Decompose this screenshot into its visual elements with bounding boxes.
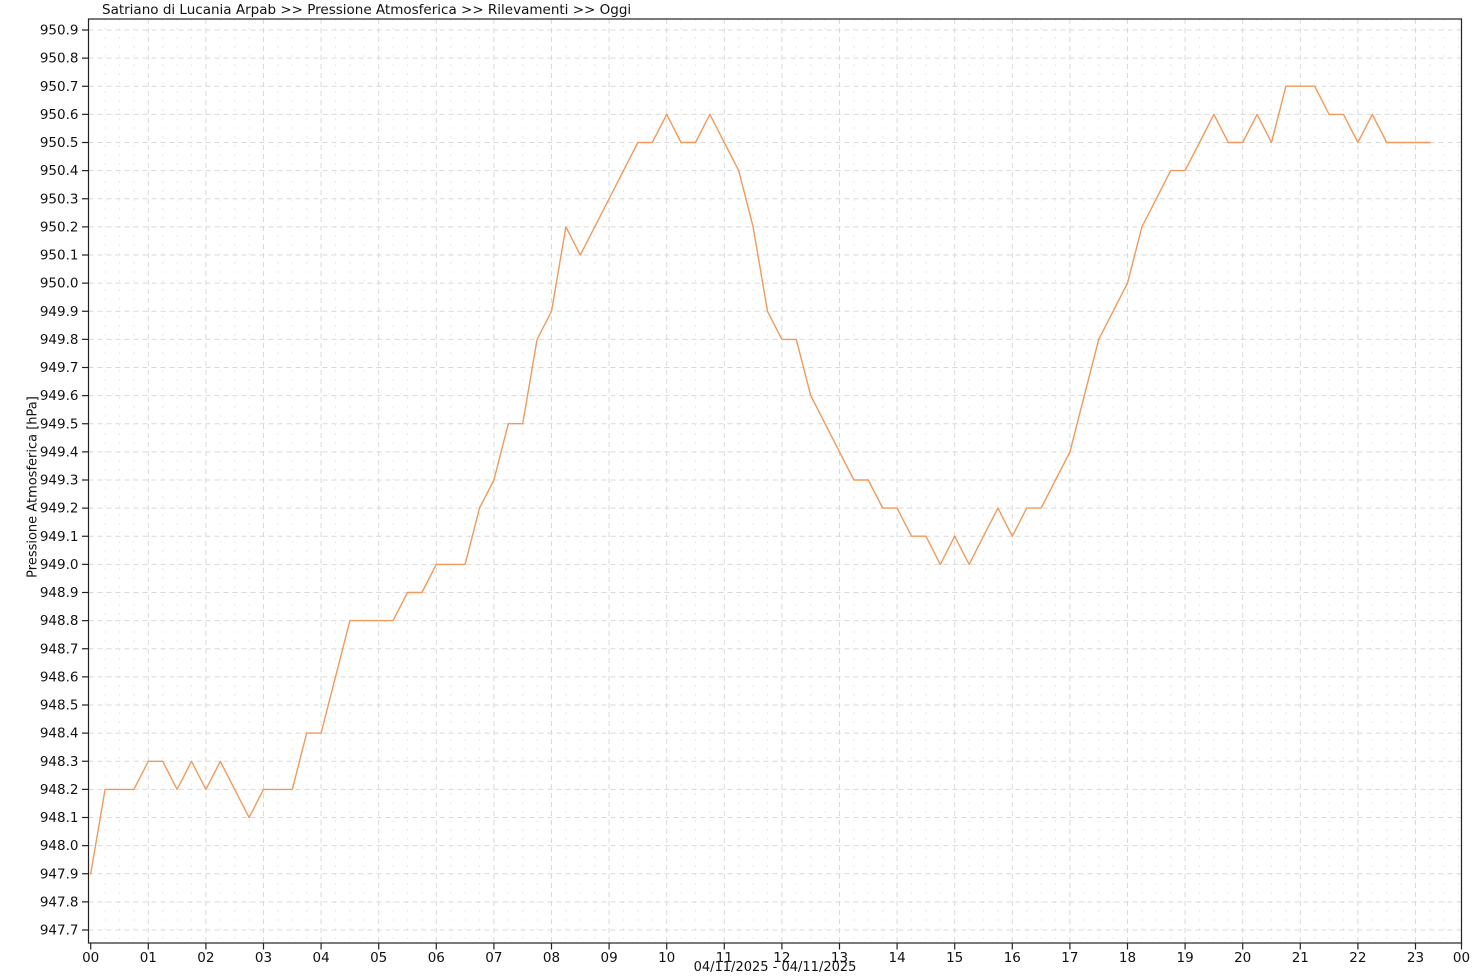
y-tick-label: 949.8 bbox=[40, 332, 79, 348]
y-tick-label: 950.3 bbox=[40, 191, 79, 207]
x-tick-label: 06 bbox=[428, 950, 445, 966]
x-tick-label: 09 bbox=[601, 950, 618, 966]
x-axis-date-range: 04/11/2025 - 04/11/2025 bbox=[693, 960, 857, 975]
x-tick-label: 07 bbox=[485, 950, 502, 966]
x-tick-label: 08 bbox=[543, 950, 560, 966]
chart-title: Satriano di Lucania Arpab >> Pressione A… bbox=[102, 2, 632, 18]
y-tick-label: 949.1 bbox=[40, 529, 79, 545]
x-tick-label: 18 bbox=[1119, 950, 1136, 966]
x-tick-label: 11 bbox=[716, 950, 733, 966]
y-tick-label: 950.0 bbox=[40, 276, 79, 292]
y-tick-label: 950.2 bbox=[40, 219, 79, 235]
y-tick-label: 949.3 bbox=[40, 473, 79, 489]
y-tick-label: 948.1 bbox=[40, 810, 79, 826]
y-tick-label: 949.4 bbox=[40, 444, 79, 460]
pressure-series-polyline bbox=[89, 85, 1431, 875]
x-tick-label: 01 bbox=[140, 950, 157, 966]
x-tick-label: 12 bbox=[773, 950, 790, 966]
y-tick-label: 950.8 bbox=[40, 51, 79, 67]
y-tick-label: 948.5 bbox=[40, 698, 79, 714]
y-tick-label: 948.9 bbox=[40, 585, 79, 601]
x-tick-label: 15 bbox=[946, 950, 963, 966]
x-tick-label: 04 bbox=[313, 950, 330, 966]
y-tick-label: 949.0 bbox=[40, 557, 79, 573]
y-tick-label: 947.7 bbox=[40, 923, 79, 939]
y-tick-label: 947.9 bbox=[40, 866, 79, 882]
x-tick-label: 22 bbox=[1349, 950, 1366, 966]
grid-major bbox=[88, 19, 1462, 943]
x-tick-label: 02 bbox=[197, 950, 214, 966]
y-tick-label: 949.7 bbox=[40, 360, 79, 376]
series-line bbox=[89, 85, 1431, 875]
axes bbox=[82, 18, 1463, 950]
x-tick-label: 19 bbox=[1177, 950, 1194, 966]
x-tick-label: 14 bbox=[889, 950, 906, 966]
y-tick-label: 950.5 bbox=[40, 135, 79, 151]
x-tick-label: 03 bbox=[255, 950, 272, 966]
y-tick-label: 950.4 bbox=[40, 163, 79, 179]
y-tick-label: 949.2 bbox=[40, 501, 79, 517]
y-tick-label: 948.4 bbox=[40, 726, 79, 742]
x-tick-label: 21 bbox=[1292, 950, 1309, 966]
grid-minor bbox=[104, 19, 1460, 943]
x-tick-label: 17 bbox=[1061, 950, 1078, 966]
y-tick-label: 948.7 bbox=[40, 641, 79, 657]
y-tick-label: 948.2 bbox=[40, 782, 79, 798]
y-tick-label: 948.6 bbox=[40, 669, 79, 685]
x-tick-label: 16 bbox=[1004, 950, 1021, 966]
tick-labels: 950.9 950.8 950.7 950.6 950.5 950.4 950.3 950.2… bbox=[40, 23, 1470, 967]
y-tick-label: 950.1 bbox=[40, 248, 79, 264]
y-tick-label: 950.6 bbox=[40, 107, 79, 123]
y-tick-label: 949.9 bbox=[40, 304, 79, 320]
y-tick-label: 950.9 bbox=[40, 23, 79, 39]
x-tick-label: 00 bbox=[1453, 950, 1470, 966]
y-tick-label: 950.7 bbox=[40, 79, 79, 95]
y-tick-label: 947.8 bbox=[40, 894, 79, 910]
y-tick-label: 948.8 bbox=[40, 613, 79, 629]
x-tick-label: 05 bbox=[370, 950, 387, 966]
y-tick-label: 948.3 bbox=[40, 754, 79, 770]
x-tick-label: 20 bbox=[1234, 950, 1251, 966]
y-tick-label: 949.5 bbox=[40, 416, 79, 432]
x-tick-label: 13 bbox=[831, 950, 848, 966]
y-tick-label: 948.0 bbox=[40, 838, 79, 854]
x-tick-label: 23 bbox=[1407, 950, 1424, 966]
x-tick-label: 00 bbox=[82, 950, 99, 966]
y-tick-label: 949.6 bbox=[40, 388, 79, 404]
x-tick-label: 10 bbox=[658, 950, 675, 966]
